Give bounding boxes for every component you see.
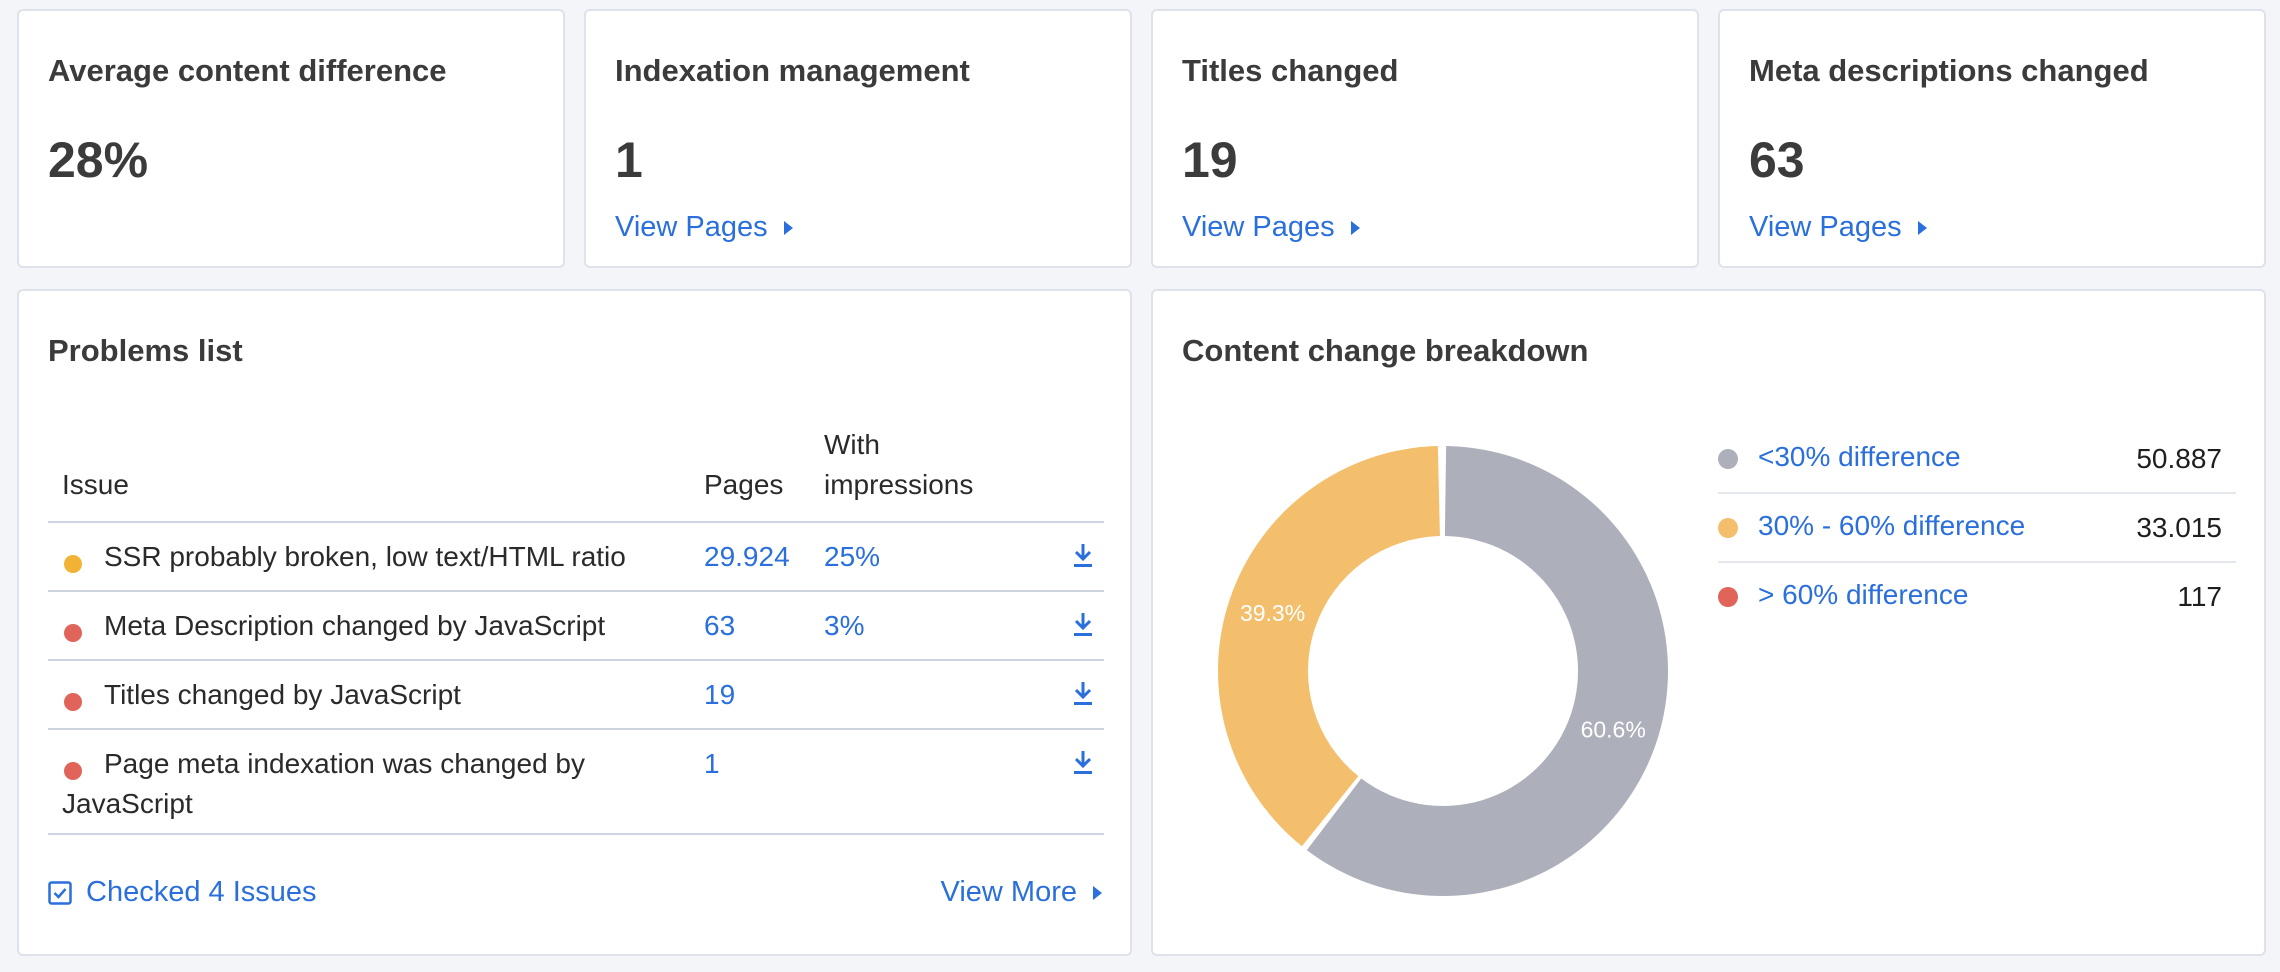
content-breakdown-card: Content change breakdown 60.6% 39.3% <30%…: [1151, 289, 2266, 956]
legend-value: 50.887: [2136, 443, 2222, 474]
impressions-link[interactable]: 25%: [824, 541, 881, 572]
header-impressions: With impressions: [824, 429, 974, 500]
legend-dot-mid: [1718, 518, 1738, 538]
caret-right-icon: [1917, 220, 1927, 235]
kpi-card-meta-desc-changed: Meta descriptions changed 63 View Pages: [1718, 9, 2266, 268]
checked-issues-link[interactable]: Checked 4 Issues: [48, 876, 317, 909]
table-header: Issue Pages With impressions: [48, 429, 1104, 523]
problems-list-title: Problems list: [48, 333, 243, 368]
problems-list-card: Problems list Issue Pages With impressio…: [17, 289, 1132, 956]
kpi-card-titles-changed: Titles changed 19 View Pages: [1151, 9, 1699, 268]
issue-label: Titles changed by JavaScript: [104, 679, 461, 710]
kpi-title: Average content difference: [48, 53, 447, 88]
legend-label[interactable]: > 60% difference: [1758, 579, 1969, 610]
warning-dot-icon: [64, 555, 82, 573]
legend-item[interactable]: <30% difference 50.887: [1718, 425, 2236, 494]
legend-item[interactable]: > 60% difference 117: [1718, 563, 2236, 632]
kpi-title: Indexation management: [615, 53, 970, 88]
slice-data-label: 39.3%: [1240, 600, 1305, 626]
view-pages-link[interactable]: View Pages: [1182, 211, 1360, 244]
legend-label[interactable]: 30% - 60% difference: [1758, 510, 2026, 541]
legend-item[interactable]: 30% - 60% difference 33.015: [1718, 494, 2236, 563]
error-dot-icon: [64, 762, 82, 780]
legend-dot-high: [1718, 587, 1738, 607]
breakdown-title: Content change breakdown: [1182, 333, 1589, 368]
chart-legend: <30% difference 50.887 30% - 60% differe…: [1718, 425, 2236, 632]
kpi-title: Meta descriptions changed: [1749, 53, 2149, 88]
pages-count-link[interactable]: 29.924: [704, 541, 790, 572]
view-pages-label: View Pages: [615, 211, 768, 243]
error-dot-icon: [64, 624, 82, 642]
donut-chart: 60.6% 39.3%: [1218, 446, 1668, 896]
table-row: SSR probably broken, low text/HTML ratio…: [48, 523, 1104, 592]
caret-right-icon: [783, 220, 793, 235]
legend-value: 33.015: [2136, 512, 2222, 543]
checkbox-checked-icon: [48, 880, 72, 905]
header-pages: Pages: [704, 469, 784, 500]
header-issue: Issue: [62, 469, 129, 500]
table-row: Titles changed by JavaScript 19: [48, 661, 1104, 730]
kpi-value: 28%: [48, 132, 149, 188]
slice-mid[interactable]: [1218, 446, 1440, 847]
table-row: Page meta indexation was changed by Java…: [48, 730, 1104, 835]
slice-data-label: 60.6%: [1581, 717, 1646, 743]
legend-label[interactable]: <30% difference: [1758, 441, 1961, 472]
kpi-value: 63: [1749, 132, 1805, 188]
legend-value: 117: [2177, 581, 2222, 612]
issue-label: SSR probably broken, low text/HTML ratio: [104, 541, 626, 572]
pages-count-link[interactable]: 19: [704, 679, 736, 710]
kpi-value: 19: [1182, 132, 1238, 188]
error-dot-icon: [64, 693, 82, 711]
view-pages-label: View Pages: [1749, 211, 1902, 243]
kpi-card-avg-content-diff: Average content difference 28%: [17, 9, 565, 268]
issue-label: Page meta indexation was changed by Java…: [62, 748, 585, 819]
view-pages-label: View Pages: [1182, 211, 1335, 243]
slice-low[interactable]: [1306, 446, 1668, 896]
legend-dot-low: [1718, 449, 1738, 469]
view-pages-link[interactable]: View Pages: [1749, 211, 1927, 244]
impressions-link[interactable]: 3%: [824, 610, 865, 641]
view-more-link[interactable]: View More: [941, 876, 1102, 909]
checked-issues-label: Checked 4 Issues: [86, 876, 317, 908]
caret-right-icon: [1350, 220, 1360, 235]
pages-count-link[interactable]: 63: [704, 610, 736, 641]
download-icon[interactable]: [1072, 681, 1094, 707]
kpi-title: Titles changed: [1182, 53, 1399, 88]
issue-label: Meta Description changed by JavaScript: [104, 610, 606, 641]
problems-table: Issue Pages With impressions SSR probabl…: [48, 429, 1104, 835]
kpi-card-indexation: Indexation management 1 View Pages: [584, 9, 1132, 268]
view-pages-link[interactable]: View Pages: [615, 211, 793, 244]
table-row: Meta Description changed by JavaScript 6…: [48, 592, 1104, 661]
download-icon[interactable]: [1072, 750, 1094, 776]
pages-count-link[interactable]: 1: [704, 748, 720, 779]
download-icon[interactable]: [1072, 612, 1094, 638]
kpi-value: 1: [615, 132, 643, 188]
caret-right-icon: [1093, 885, 1102, 900]
download-icon[interactable]: [1072, 543, 1094, 569]
view-more-label: View More: [940, 876, 1077, 908]
